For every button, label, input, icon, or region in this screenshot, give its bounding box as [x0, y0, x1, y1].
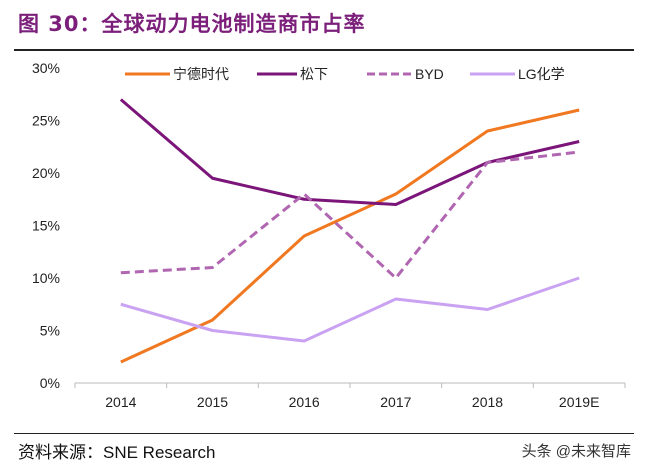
x-tick-label: 2016 [289, 394, 320, 410]
x-tick-label: 2014 [105, 394, 136, 410]
watermark: 头条 @未来智库 [521, 443, 631, 460]
series-line-松下 [119, 98, 580, 206]
series-line-LG化学 [120, 276, 580, 343]
legend-label: BYD [415, 66, 444, 82]
y-tick-label: 25% [32, 113, 60, 129]
y-tick-label: 5% [40, 323, 60, 339]
y-tick-label: 30% [32, 60, 60, 76]
legend-label: 松下 [300, 66, 328, 82]
y-tick-label: 20% [32, 165, 60, 181]
legend-label: LG化学 [518, 66, 565, 82]
top-rule [14, 49, 634, 51]
source-note: 资料来源：SNE Research [18, 443, 216, 462]
x-tick-label: 2019E [559, 394, 599, 410]
bottom-rule [14, 433, 634, 434]
y-tick-label: 10% [32, 270, 60, 286]
series-line-BYD [120, 150, 580, 280]
x-tick-label: 2017 [380, 394, 411, 410]
y-tick-label: 0% [40, 375, 60, 391]
chart-title: 图 30：全球动力电池制造商市占率 [18, 12, 366, 36]
y-tick-label: 15% [32, 218, 60, 234]
x-tick-label: 2018 [472, 394, 503, 410]
legend-label: 宁德时代 [173, 66, 229, 82]
x-tick-label: 2015 [197, 394, 228, 410]
